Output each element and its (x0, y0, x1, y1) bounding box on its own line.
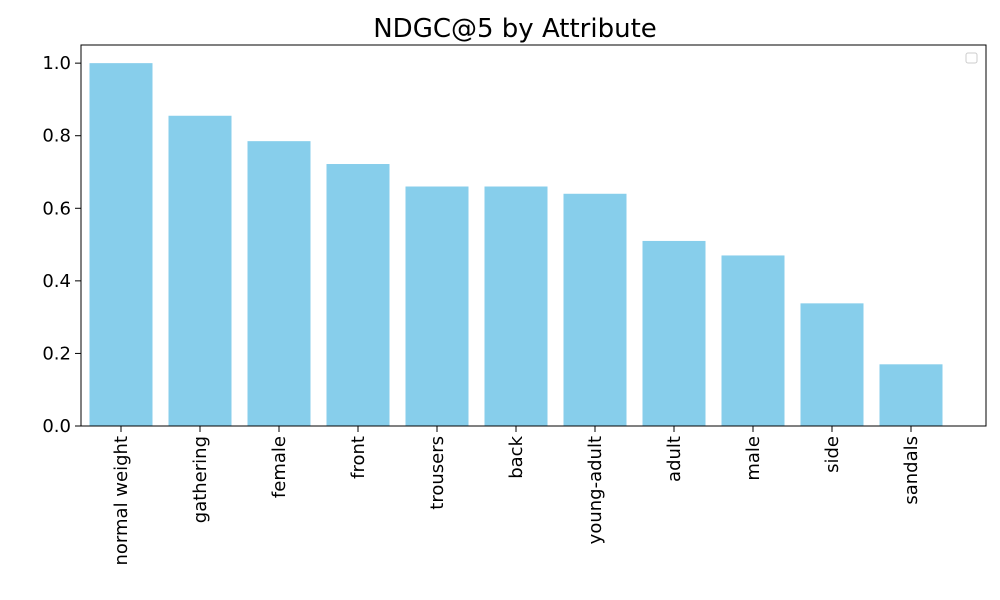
x-tick-label: back (506, 435, 527, 478)
bar-back (484, 186, 548, 426)
bars-group (89, 63, 943, 426)
x-tick-label: sandals (901, 436, 922, 505)
x-tick-label: trousers (427, 436, 448, 510)
x-tick-label: adult (664, 436, 685, 482)
bar-normal-weight (89, 63, 153, 426)
bar-adult (642, 240, 706, 426)
x-tick-label: male (743, 436, 764, 481)
legend (965, 52, 978, 64)
bar-side (800, 303, 864, 426)
x-tick-label: young-adult (585, 436, 606, 544)
y-tick-label: 0.8 (42, 126, 71, 147)
x-tick-label: front (348, 436, 369, 479)
bar-female (247, 141, 311, 426)
plot-frame (80, 44, 987, 427)
x-axis-ticks: normal weight gathering female front trouser… (111, 426, 922, 565)
y-tick-label: 0.4 (42, 271, 71, 292)
y-axis-ticks: 0.0 0.2 0.4 0.6 0.8 1.0 (42, 53, 81, 437)
bar-trousers (405, 186, 469, 426)
y-tick-label: 0.0 (42, 416, 71, 437)
chart-title: NDGC@5 by Attribute (373, 14, 657, 44)
x-tick-label: side (822, 436, 843, 473)
x-tick-label: normal weight (111, 436, 132, 565)
bar-male (721, 255, 785, 426)
y-tick-label: 1.0 (42, 53, 71, 74)
legend-box (965, 52, 978, 64)
bar-young-adult (563, 193, 627, 426)
bar-sandals (879, 364, 943, 426)
y-tick-label: 0.2 (42, 343, 71, 364)
bar-front (326, 164, 390, 426)
bar-gathering (168, 115, 232, 426)
x-tick-label: gathering (190, 436, 211, 523)
x-tick-label: female (269, 436, 290, 498)
y-tick-label: 0.6 (42, 198, 71, 219)
